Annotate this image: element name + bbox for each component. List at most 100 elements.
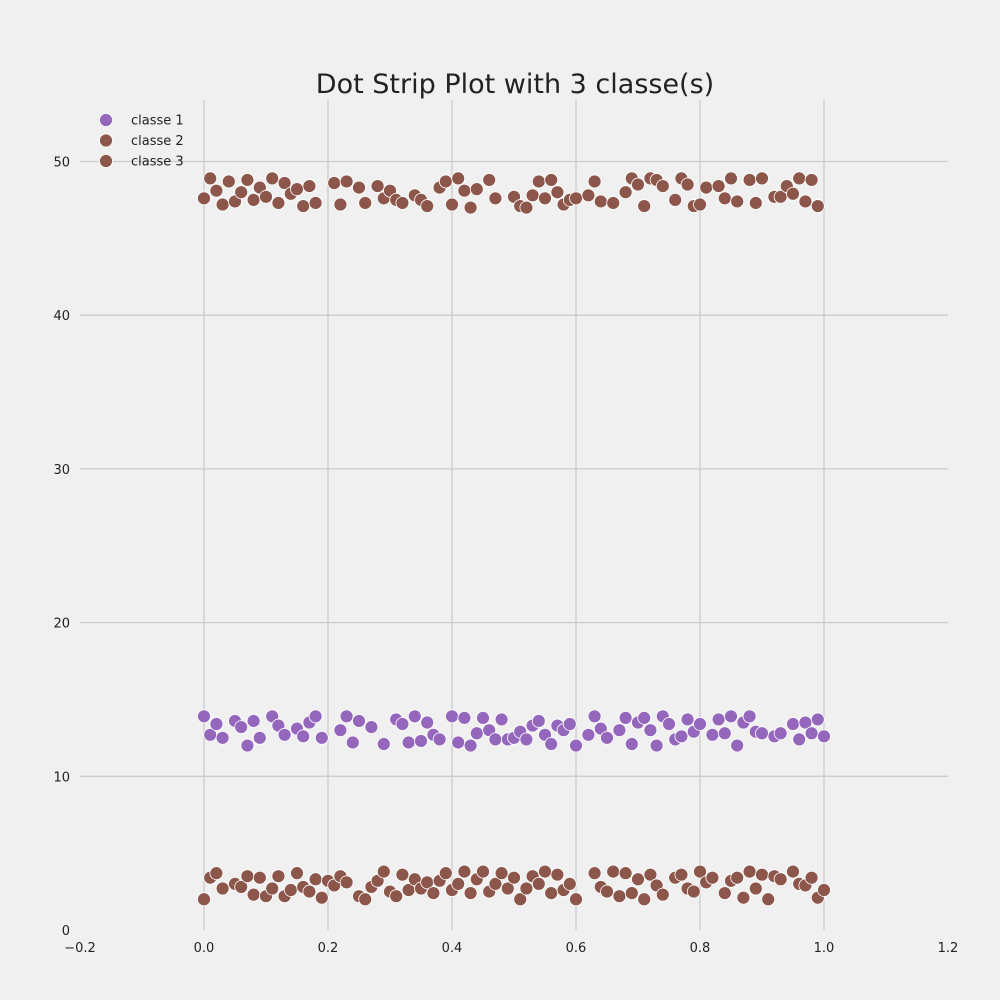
grid-lines	[80, 100, 948, 930]
legend-label-2: classe 2	[131, 134, 184, 149]
legend-label-1: classe 1	[131, 114, 184, 129]
legend-marker-3	[99, 154, 113, 168]
point-series-1	[469, 726, 484, 741]
point-series-1	[786, 717, 800, 731]
point-series-3	[531, 876, 546, 891]
point-series-1	[587, 709, 602, 724]
point-series-3	[631, 872, 645, 887]
point-series-3	[395, 867, 410, 882]
point-series-3	[271, 869, 286, 884]
point-series-2	[804, 173, 819, 187]
point-series-2	[240, 173, 255, 187]
point-series-3	[817, 883, 831, 897]
point-series-2	[215, 197, 230, 212]
point-series-1	[600, 730, 614, 745]
point-series-1	[705, 727, 720, 742]
point-series-1	[234, 720, 249, 735]
point-series-2	[234, 185, 249, 200]
point-series-3	[624, 886, 639, 901]
point-series-2	[637, 199, 652, 213]
point-series-1	[643, 723, 658, 738]
point-series-2	[730, 194, 745, 209]
point-series-2	[203, 171, 218, 186]
point-series-1	[804, 726, 819, 741]
y-tick-label: 10	[53, 770, 70, 785]
point-series-1	[376, 737, 391, 751]
point-series-1	[339, 709, 354, 724]
point-series-2	[296, 199, 311, 213]
point-series-3	[513, 892, 528, 907]
point-series-2	[755, 171, 769, 186]
point-series-3	[606, 864, 621, 879]
point-series-2	[655, 179, 670, 193]
point-series-3	[488, 876, 503, 891]
x-tick-label: 0.8	[690, 941, 711, 956]
point-series-2	[717, 191, 732, 206]
point-series-2	[469, 182, 484, 197]
point-series-1	[680, 712, 695, 727]
point-series-2	[680, 177, 695, 192]
point-series-3	[463, 886, 478, 901]
point-series-1	[662, 717, 676, 731]
tick-labels: −0.2 0.0 0.2 0.4 0.6 0.8 1.0 1.2 0 10 20 30 40 50	[53, 155, 958, 956]
point-series-3	[730, 870, 745, 885]
point-series-3	[438, 866, 453, 881]
point-series-1	[401, 735, 416, 750]
point-series-3	[209, 866, 224, 881]
point-series-2	[798, 194, 813, 209]
legend-label-3: classe 3	[131, 155, 184, 170]
point-series-1	[649, 738, 664, 753]
point-series-2	[618, 185, 633, 200]
point-series-3	[507, 870, 521, 885]
point-series-3	[290, 866, 304, 881]
point-series-3	[600, 884, 614, 899]
point-series-2	[550, 185, 565, 200]
point-series-2	[451, 171, 466, 186]
point-series-3	[587, 866, 602, 881]
point-series-1	[308, 709, 323, 724]
x-tick-label: 1.0	[814, 941, 835, 956]
point-series-1	[314, 730, 329, 745]
point-series-2	[327, 176, 342, 190]
point-series-3	[655, 887, 670, 902]
point-series-2	[197, 191, 211, 206]
point-series-1	[345, 735, 360, 750]
legend: classe 1 classe 2 classe 3	[99, 113, 184, 170]
point-series-2	[631, 177, 645, 192]
point-series-2	[333, 197, 348, 212]
point-series-3	[234, 880, 249, 894]
point-series-2	[221, 174, 236, 189]
point-series-3	[339, 875, 354, 890]
point-series-1	[674, 729, 689, 744]
x-tick-label: 0.0	[194, 941, 215, 956]
point-series-2	[420, 199, 435, 213]
point-series-1	[544, 737, 559, 751]
point-series-1	[717, 726, 732, 741]
point-series-1	[451, 735, 466, 750]
point-series-3	[717, 886, 732, 901]
point-series-2	[271, 196, 286, 210]
point-series-1	[420, 715, 435, 730]
point-series-2	[209, 183, 224, 198]
point-series-2	[581, 188, 596, 203]
x-tick-label: 0.4	[442, 941, 463, 956]
point-series-3	[240, 869, 255, 884]
point-series-2	[525, 188, 540, 203]
y-tick-label: 40	[53, 309, 70, 324]
point-series-3	[302, 884, 317, 899]
point-series-1	[742, 709, 757, 724]
point-series-1	[209, 717, 224, 731]
point-series-1	[531, 714, 546, 728]
point-series-3	[519, 881, 534, 896]
point-series-3	[786, 864, 800, 879]
point-series-1	[581, 727, 596, 742]
point-series-1	[296, 729, 311, 744]
point-series-3	[457, 864, 472, 879]
point-series-1	[519, 732, 534, 747]
point-series-1	[612, 723, 627, 738]
point-series-3	[426, 886, 441, 901]
point-series-2	[488, 191, 503, 206]
point-series-3	[538, 864, 552, 879]
point-series-1	[457, 710, 472, 725]
point-series-3	[283, 883, 298, 897]
